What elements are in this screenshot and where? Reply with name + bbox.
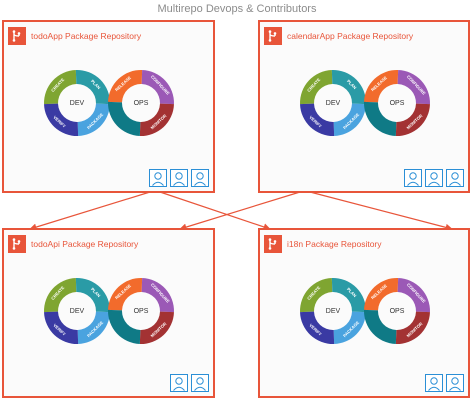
user-icon bbox=[191, 374, 209, 392]
git-icon bbox=[8, 235, 26, 253]
user-icon bbox=[446, 374, 464, 392]
dev-label: DEV bbox=[70, 308, 85, 315]
repo-header: i18n Package Repository bbox=[264, 234, 382, 254]
repo-title: todoApp Package Repository bbox=[31, 31, 142, 41]
user-icon bbox=[170, 374, 188, 392]
contributors-list bbox=[425, 374, 464, 392]
ops-segment bbox=[364, 278, 399, 311]
contributors-list bbox=[170, 374, 209, 392]
dev-segment bbox=[300, 311, 335, 344]
dev-segment bbox=[331, 278, 366, 313]
diagram-title: Multirepo Devops & Contributors bbox=[157, 3, 317, 15]
ops-segment bbox=[139, 311, 174, 344]
ops-label: OPS bbox=[390, 100, 405, 107]
ops-segment bbox=[364, 70, 399, 103]
ops-segment bbox=[395, 311, 430, 344]
stage-label: PLAN bbox=[90, 79, 102, 91]
dev-segment bbox=[44, 311, 79, 344]
dev-label: DEV bbox=[326, 100, 341, 107]
ops-segment bbox=[139, 103, 174, 136]
contributors-list bbox=[149, 169, 209, 187]
dev-segment bbox=[333, 311, 366, 344]
repo-card: todoApi Package Repository CREATE PLAN PACK… bbox=[2, 228, 215, 398]
ops-label: OPS bbox=[134, 308, 149, 315]
repo-header: todoApp Package Repository bbox=[8, 26, 141, 46]
stage-label: PLAN bbox=[346, 79, 358, 91]
repo-header: calendarApp Package Repository bbox=[264, 26, 413, 46]
ops-segment bbox=[108, 309, 141, 344]
repo-card: todoApp Package Repository CREATE PLAN PACK… bbox=[2, 20, 215, 193]
git-icon bbox=[264, 27, 282, 45]
ops-segment bbox=[364, 101, 397, 136]
dev-segment bbox=[44, 103, 79, 136]
user-icon bbox=[425, 169, 443, 187]
user-icon bbox=[191, 169, 209, 187]
stage-label: PLAN bbox=[90, 287, 102, 299]
arrow-calendarapp-to-todoapi bbox=[179, 191, 301, 231]
dev-segment bbox=[300, 278, 333, 313]
user-icon bbox=[425, 374, 443, 392]
ops-label: OPS bbox=[390, 308, 405, 315]
stage-label: PLAN bbox=[346, 287, 358, 299]
ops-segment bbox=[108, 101, 141, 136]
user-icon bbox=[149, 169, 167, 187]
dev-segment bbox=[75, 278, 110, 313]
user-icon bbox=[404, 169, 422, 187]
arrow-todoapp-to-i18n bbox=[159, 191, 271, 231]
contributors-list bbox=[404, 169, 464, 187]
ops-segment bbox=[108, 70, 143, 103]
ops-segment bbox=[397, 278, 430, 313]
ops-segment bbox=[397, 70, 430, 105]
repo-title: i18n Package Repository bbox=[287, 239, 382, 249]
user-icon bbox=[170, 169, 188, 187]
dev-segment bbox=[300, 103, 335, 136]
repo-title: calendarApp Package Repository bbox=[287, 31, 414, 41]
ops-segment bbox=[141, 70, 175, 105]
dev-segment bbox=[44, 278, 77, 313]
ops-segment bbox=[141, 278, 175, 313]
dev-label: DEV bbox=[70, 100, 85, 107]
dev-segment bbox=[333, 103, 366, 136]
dev-segment bbox=[77, 311, 110, 344]
repo-title: todoApi Package Repository bbox=[31, 239, 139, 249]
ops-segment bbox=[364, 309, 397, 344]
git-icon bbox=[264, 235, 282, 253]
dev-segment bbox=[300, 70, 333, 105]
repo-card: i18n Package Repository CREATE PLAN PACKAGE… bbox=[258, 228, 470, 398]
ops-segment bbox=[395, 103, 430, 136]
ops-label: OPS bbox=[134, 100, 149, 107]
arrow-calendarapp-to-i18n bbox=[309, 191, 453, 231]
arrow-todoapp-to-todoapi bbox=[29, 191, 151, 231]
dev-label: DEV bbox=[326, 308, 341, 315]
dev-segment bbox=[77, 103, 110, 136]
repo-card: calendarApp Package Repository CREATE PLAN… bbox=[258, 20, 470, 193]
ops-segment bbox=[108, 278, 143, 311]
dev-segment bbox=[331, 70, 366, 105]
dev-segment bbox=[44, 70, 77, 105]
repo-header: todoApi Package Repository bbox=[8, 234, 138, 254]
git-icon bbox=[8, 27, 26, 45]
user-icon bbox=[446, 169, 464, 187]
dev-segment bbox=[75, 70, 110, 105]
